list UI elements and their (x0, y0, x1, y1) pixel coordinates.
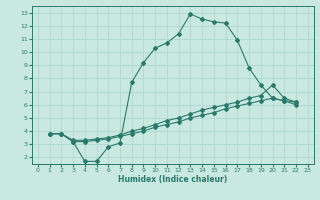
X-axis label: Humidex (Indice chaleur): Humidex (Indice chaleur) (118, 175, 228, 184)
